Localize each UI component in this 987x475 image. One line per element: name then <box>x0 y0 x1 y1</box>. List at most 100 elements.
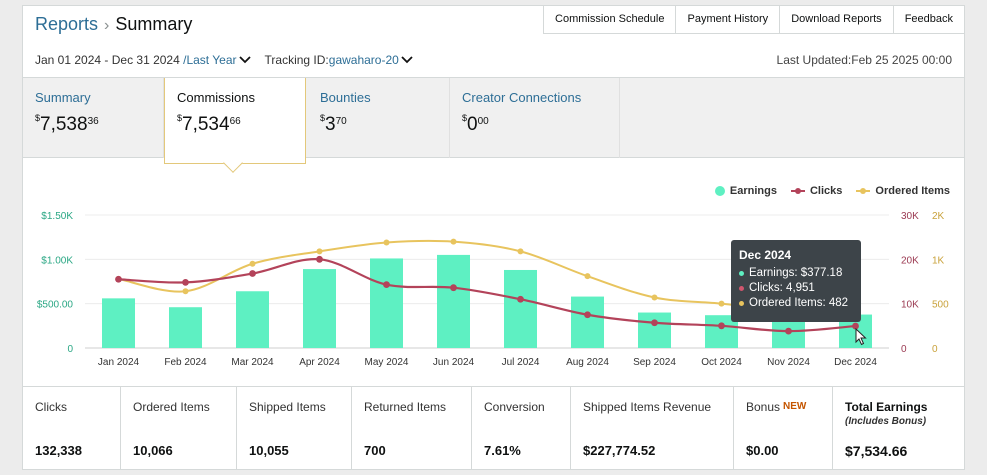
x-tick-label: Dec 2024 <box>834 357 877 368</box>
x-tick-label: Apr 2024 <box>299 357 340 368</box>
metric-bonus: Bonus NEW $0.00 <box>734 387 833 470</box>
clicks-point <box>584 311 591 319</box>
clicks-point <box>182 278 189 286</box>
y-left-tick-label: $1.00K <box>41 255 73 266</box>
y-left-tick-label: $1.50K <box>41 211 73 222</box>
mouse-pointer-icon <box>855 328 867 346</box>
tab-value: $7,53466 <box>177 113 241 135</box>
legend-ordered-items[interactable]: Ordered Items <box>856 185 950 197</box>
commission-schedule-link[interactable]: Commission Schedule <box>543 5 677 34</box>
earnings-chart: Earnings Clicks Ordered Items 0 $500.00 $1… <box>23 158 964 386</box>
top-links: Commission Schedule Payment History Down… <box>543 5 965 34</box>
x-tick-label: Oct 2024 <box>701 357 742 368</box>
ordered-items-line <box>118 239 856 312</box>
metric-shipped-items: Shipped Items 10,055 <box>237 387 352 470</box>
ordered-items-point <box>584 273 591 280</box>
tab-value: $7,53836 <box>35 113 99 135</box>
chart-plot: 0 $500.00 $1.00K $1.50K 0 10K 20K 30K 0 500 1K 2K Ja… <box>37 211 949 368</box>
tooltip-title: Dec 2024 <box>739 248 792 262</box>
earnings-bar <box>370 258 403 348</box>
y-right-clicks-tick-label: 30K <box>901 211 919 222</box>
metric-total-earnings: Total Earnings (Includes Bonus) $7,534.66 <box>845 400 928 459</box>
clicks-point <box>852 322 859 330</box>
tab-value: $370 <box>320 113 347 135</box>
ordered-items-point <box>249 260 256 267</box>
ordered-items-point <box>182 288 189 295</box>
y-left-tick-label: 0 <box>67 344 73 355</box>
breadcrumb-separator-icon: › <box>104 17 110 34</box>
chart-tooltip: Dec 2024 Earnings: $377.18 Clicks: 4,951… <box>731 240 861 322</box>
x-tick-label: Sep 2024 <box>633 357 676 368</box>
x-tick-label: Nov 2024 <box>767 357 810 368</box>
tab-label: Bounties <box>320 90 371 105</box>
earnings-bar <box>571 296 604 348</box>
clicks-point <box>383 281 390 289</box>
chevron-down-icon[interactable] <box>238 56 251 64</box>
ordered-items-point <box>651 294 658 301</box>
feedback-link[interactable]: Feedback <box>893 5 965 34</box>
metric-ordered-items: Ordered Items 10,066 <box>121 387 237 470</box>
date-range: Jan 01 2024 - Dec 31 2024 <box>35 53 180 67</box>
chevron-down-icon[interactable] <box>401 56 413 64</box>
earnings-bar <box>303 269 336 348</box>
ordered-items-point <box>316 248 323 255</box>
x-tick-label: Mar 2024 <box>231 357 274 368</box>
earnings-bar <box>236 291 269 348</box>
clicks-point <box>249 270 256 277</box>
legend-clicks[interactable]: Clicks <box>790 185 842 197</box>
x-tick-label: Jan 2024 <box>98 357 140 368</box>
y-right-clicks-tick-label: 20K <box>901 255 919 266</box>
last-updated: Last Updated:Feb 25 2025 00:00 <box>776 53 952 67</box>
ordered-items-point <box>383 239 390 246</box>
metric-conversion: Conversion 7.61% <box>472 387 571 470</box>
tooltip-clicks: Clicks: 4,951 <box>739 282 853 294</box>
clicks-point <box>450 284 457 292</box>
page-title: Summary <box>115 14 193 34</box>
tab-value: $000 <box>462 113 489 135</box>
x-tick-label: Jun 2024 <box>433 357 475 368</box>
y-right-ordered-tick-label: 500 <box>932 300 949 311</box>
tooltip-ordered: Ordered Items: 482 <box>739 297 853 309</box>
earnings-bar <box>504 269 537 348</box>
download-reports-link[interactable]: Download Reports <box>780 5 894 34</box>
earnings-bar <box>437 254 470 348</box>
tab-bounties[interactable]: Bounties $370 <box>308 78 450 158</box>
earnings-bar <box>102 298 135 348</box>
earnings-bar <box>169 307 202 348</box>
summary-tabs: Summary $7,53836 Commissions $7,53466 Bo… <box>23 77 964 164</box>
breadcrumb: Reports › Summary <box>35 14 192 35</box>
breadcrumb-reports-link[interactable]: Reports <box>35 14 99 34</box>
x-tick-label: May 2024 <box>365 357 409 368</box>
ordered-items-point <box>450 238 457 245</box>
y-right-ordered-tick-label: 1K <box>932 255 945 266</box>
y-right-clicks-tick-label: 0 <box>901 344 907 355</box>
tab-summary[interactable]: Summary $7,53836 <box>23 78 164 158</box>
period-dropdown[interactable]: /Last Year <box>183 53 237 67</box>
metric-returned-items: Returned Items 700 <box>352 387 472 470</box>
metric-shipped-revenue: Shipped Items Revenue $227,774.52 <box>571 387 734 470</box>
ordered-items-point <box>718 300 725 307</box>
header: Reports › Summary Commission Schedule Paym… <box>23 5 965 40</box>
y-right-ordered-tick-label: 0 <box>932 344 938 355</box>
tab-label: Summary <box>35 90 91 105</box>
clicks-point <box>517 295 524 303</box>
filter-bar: Jan 01 2024 - Dec 31 2024 /Last Year Tra… <box>35 53 413 67</box>
clicks-point <box>316 255 323 263</box>
tab-commissions[interactable]: Commissions $7,53466 <box>164 78 306 164</box>
x-tick-label: Jul 2024 <box>502 357 540 368</box>
tracking-id-dropdown[interactable]: gawaharo-20 <box>328 53 399 67</box>
legend-earnings[interactable]: Earnings <box>714 185 777 197</box>
tracking-label: Tracking ID: <box>264 53 329 67</box>
tab-creator-connections[interactable]: Creator Connections $000 <box>450 78 620 158</box>
x-tick-label: Feb 2024 <box>164 357 207 368</box>
report-panel: Reports › Summary Commission Schedule Paym… <box>22 5 965 470</box>
tooltip-earnings: Earnings: $377.18 <box>739 267 853 279</box>
x-tick-label: Aug 2024 <box>566 357 609 368</box>
payment-history-link[interactable]: Payment History <box>676 5 781 34</box>
y-right-clicks-tick-label: 10K <box>901 300 919 311</box>
y-left-tick-label: $500.00 <box>37 300 74 311</box>
tab-label: Creator Connections <box>462 90 582 105</box>
clicks-point <box>115 275 122 283</box>
clicks-point <box>651 319 658 327</box>
clicks-line <box>118 258 856 333</box>
